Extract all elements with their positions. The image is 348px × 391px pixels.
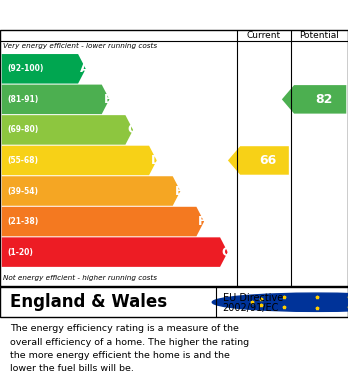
Polygon shape xyxy=(2,207,204,236)
Polygon shape xyxy=(2,84,109,114)
Polygon shape xyxy=(2,115,133,145)
Text: 66: 66 xyxy=(259,154,277,167)
Text: (39-54): (39-54) xyxy=(7,187,38,196)
Text: The energy efficiency rating is a measure of the
overall efficiency of a home. T: The energy efficiency rating is a measur… xyxy=(10,325,250,373)
Text: (21-38): (21-38) xyxy=(7,217,38,226)
Text: 2002/91/EC: 2002/91/EC xyxy=(223,303,279,313)
Polygon shape xyxy=(228,146,289,175)
Text: F: F xyxy=(198,215,207,228)
Text: EU Directive: EU Directive xyxy=(223,293,283,303)
Text: England & Wales: England & Wales xyxy=(10,293,168,311)
Text: Very energy efficient - lower running costs: Very energy efficient - lower running co… xyxy=(3,43,158,49)
Text: Not energy efficient - higher running costs: Not energy efficient - higher running co… xyxy=(3,274,158,281)
Polygon shape xyxy=(282,85,346,114)
Text: (92-100): (92-100) xyxy=(7,64,44,73)
Text: Potential: Potential xyxy=(299,31,339,40)
Text: C: C xyxy=(127,124,136,136)
Text: E: E xyxy=(174,185,183,197)
Text: A: A xyxy=(80,62,89,75)
Text: G: G xyxy=(222,246,232,258)
Circle shape xyxy=(212,293,348,311)
Text: D: D xyxy=(151,154,161,167)
Text: (55-68): (55-68) xyxy=(7,156,38,165)
Polygon shape xyxy=(2,54,86,84)
Text: B: B xyxy=(103,93,113,106)
Text: (81-91): (81-91) xyxy=(7,95,38,104)
Polygon shape xyxy=(2,146,157,175)
Polygon shape xyxy=(2,237,228,267)
Text: Energy Efficiency Rating: Energy Efficiency Rating xyxy=(10,7,220,22)
Text: 82: 82 xyxy=(315,93,332,106)
Text: (1-20): (1-20) xyxy=(7,248,33,256)
Text: Current: Current xyxy=(246,31,281,40)
Text: (69-80): (69-80) xyxy=(7,126,38,135)
Polygon shape xyxy=(2,176,180,206)
